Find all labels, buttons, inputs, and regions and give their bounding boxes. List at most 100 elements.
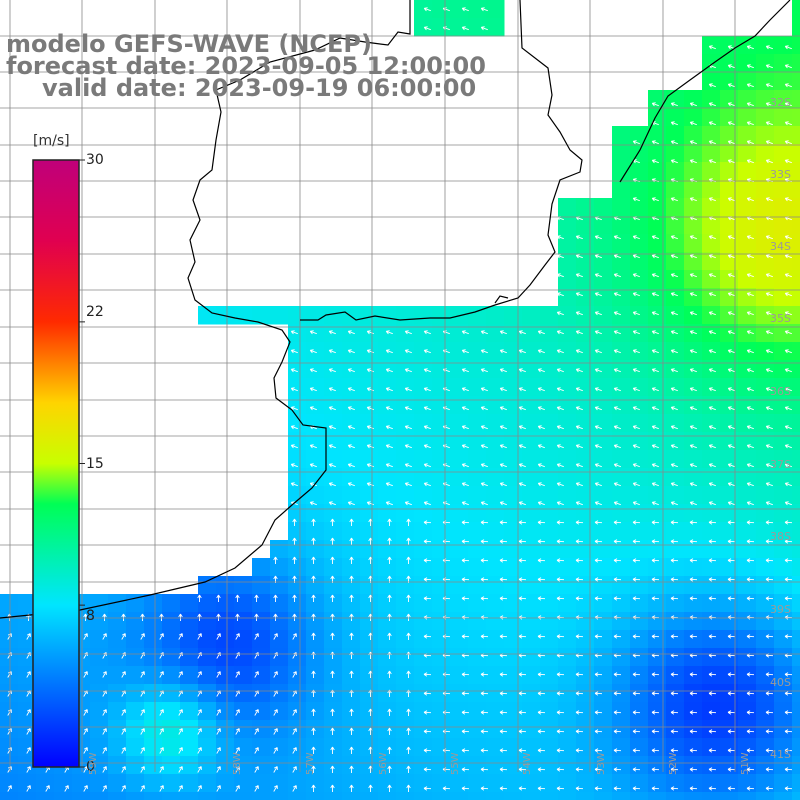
wind-arrow [632,558,641,563]
wind-arrow [765,121,773,126]
wind-cell [468,396,487,415]
wind-cell [252,666,271,685]
wind-cell [0,648,19,667]
wind-arrow [613,463,621,468]
wind-arrow [347,349,355,354]
wind-arrow [404,349,412,354]
wind-cell [558,288,577,307]
wind-cell [792,630,800,649]
wind-arrow [689,786,698,791]
wind-cell [666,576,685,595]
wind-arrow [670,767,679,772]
wind-arrow [385,349,393,354]
wind-arrow [461,596,470,601]
wind-arrow [347,368,355,373]
wind-cell [684,738,703,757]
wind-cell [162,756,181,775]
wind-cell [630,468,649,487]
wind-cell [450,504,469,523]
wind-arrow [140,671,145,678]
wind-arrow [727,387,735,392]
wind-arrow [499,520,508,525]
wind-cell [576,270,595,289]
wind-cell [792,144,800,163]
wind-cell [522,486,541,505]
wind-arrow [746,558,755,563]
wind-cell [648,774,667,793]
longitude-label: 52W [668,752,679,775]
wind-cell [576,666,595,685]
wind-cell [414,468,433,487]
wind-arrow [309,444,317,449]
wind-arrow [727,292,735,297]
wind-arrow [765,330,773,335]
wind-cell [450,468,469,487]
wind-cell [360,612,379,631]
wind-arrow [406,727,411,735]
wind-cell [414,648,433,667]
wind-cell [558,738,577,757]
wind-cell [162,666,181,685]
wind-cell [684,306,703,325]
wind-cell [288,396,307,415]
wind-arrow [404,444,412,449]
wind-cell [612,630,631,649]
wind-arrow [216,785,221,792]
wind-cell [774,54,793,73]
wind-cell [450,576,469,595]
wind-arrow [290,444,298,449]
wind-arrow [216,613,221,621]
wind-cell [432,378,451,397]
wind-arrow [387,556,392,564]
wind-cell [666,594,685,613]
wind-arrow [575,710,584,715]
wind-cell [486,756,505,775]
wind-arrow [670,786,679,791]
wind-cell [522,720,541,739]
wind-cell [522,576,541,595]
wind-cell [360,504,379,523]
wind-cell [792,684,800,703]
wind-arrow [632,406,640,411]
wind-cell [414,576,433,595]
wind-cell [720,252,739,271]
wind-cell [18,684,37,703]
wind-cell [324,378,343,397]
wind-arrow [366,368,374,373]
wind-arrow [670,596,679,601]
wind-cell [720,198,739,217]
wind-cell [108,774,127,793]
wind-cell [432,540,451,559]
wind-cell [594,774,613,793]
wind-arrow [480,729,489,734]
wind-cell [468,360,487,379]
wind-arrow [311,765,316,773]
wind-cell [306,738,325,757]
wind-cell [666,396,685,415]
wind-cell [378,414,397,433]
wind-cell [288,342,307,361]
wind-cell [288,558,307,577]
wind-cell [288,630,307,649]
wind-cell [792,216,800,235]
wind-cell [612,432,631,451]
wind-cell [270,612,289,631]
longitude-label: 55W [450,752,461,775]
wind-cell [90,702,109,721]
wind-arrow [727,729,736,734]
wind-arrow [613,406,621,411]
wind-arrow [159,747,164,754]
wind-cell [396,396,415,415]
wind-arrow [387,632,392,640]
wind-cell [270,576,289,595]
wind-cell [630,594,649,613]
colorbar-bar [32,159,80,768]
wind-arrow [651,710,660,715]
wind-arrow [613,425,621,430]
wind-cell [666,108,685,127]
wind-cell [396,558,415,577]
latitude-label: 35S [770,312,791,325]
wind-arrow [311,632,316,640]
wind-cell [522,774,541,793]
